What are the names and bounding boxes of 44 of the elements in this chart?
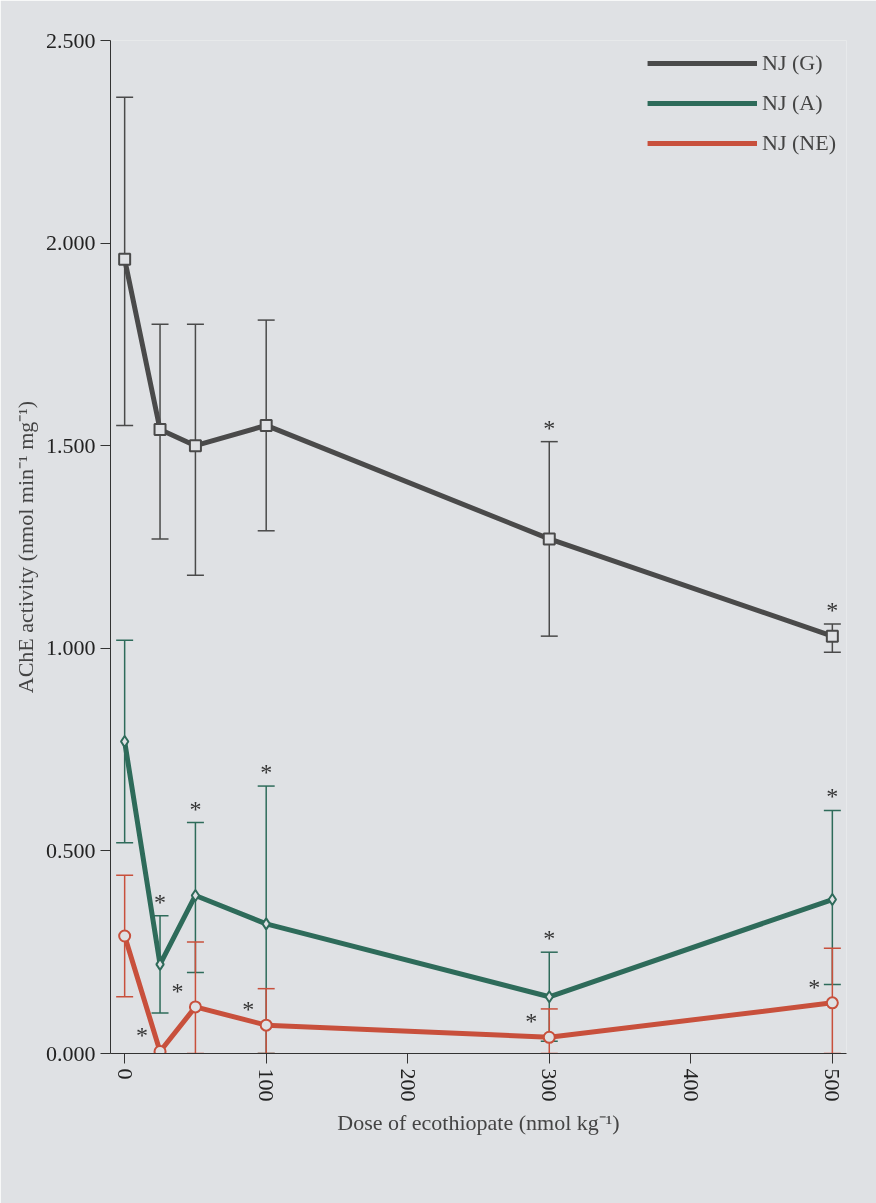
annotation: *	[136, 1022, 149, 1049]
y-tick-label: 0.500	[46, 837, 96, 863]
point	[118, 252, 132, 266]
point	[118, 929, 132, 943]
annotation: *	[242, 996, 255, 1023]
y-axis-title: AChE activity (nmol min⁻¹ mg⁻¹)	[13, 400, 38, 694]
point	[261, 917, 271, 931]
point	[153, 422, 167, 436]
annotation: *	[154, 888, 167, 915]
y-tick-label: 0.000	[46, 1040, 96, 1066]
point	[188, 1000, 202, 1014]
annotation: *	[543, 414, 556, 441]
x-axis-title: Dose of ecothiopate (nmol kg⁻¹)	[337, 1109, 620, 1135]
annotation: *	[525, 1008, 538, 1035]
point	[825, 629, 839, 643]
point	[259, 418, 273, 432]
x-tick-label: 200	[395, 1068, 421, 1102]
annotation: *	[826, 596, 839, 623]
y-tick-label: 1.500	[46, 432, 96, 458]
annotation: *	[826, 783, 839, 810]
point	[259, 1018, 273, 1032]
annotation: *	[808, 973, 821, 1000]
point	[827, 893, 838, 907]
x-tick-label: 100	[254, 1068, 280, 1102]
x-tick-label: 300	[537, 1068, 563, 1102]
x-tick-label: 500	[820, 1068, 846, 1102]
annotation: *	[543, 925, 556, 952]
annotation: *	[260, 759, 273, 786]
y-tick-label: 2.500	[46, 27, 96, 53]
point	[542, 1030, 556, 1044]
point	[542, 532, 556, 546]
point	[544, 990, 554, 1004]
x-tick-label: 400	[678, 1068, 704, 1102]
legend-label: NJ (NE)	[762, 130, 836, 156]
y-tick-label: 1.000	[46, 635, 96, 661]
y-tick-label: 2.000	[46, 230, 96, 256]
annotation: *	[171, 977, 184, 1004]
legend-label: NJ (A)	[762, 90, 823, 116]
point	[190, 888, 201, 902]
legend-label: NJ (G)	[762, 50, 823, 76]
x-tick-label: 0	[112, 1068, 138, 1080]
annotation: *	[189, 795, 202, 822]
point	[188, 439, 202, 453]
point	[825, 996, 839, 1010]
